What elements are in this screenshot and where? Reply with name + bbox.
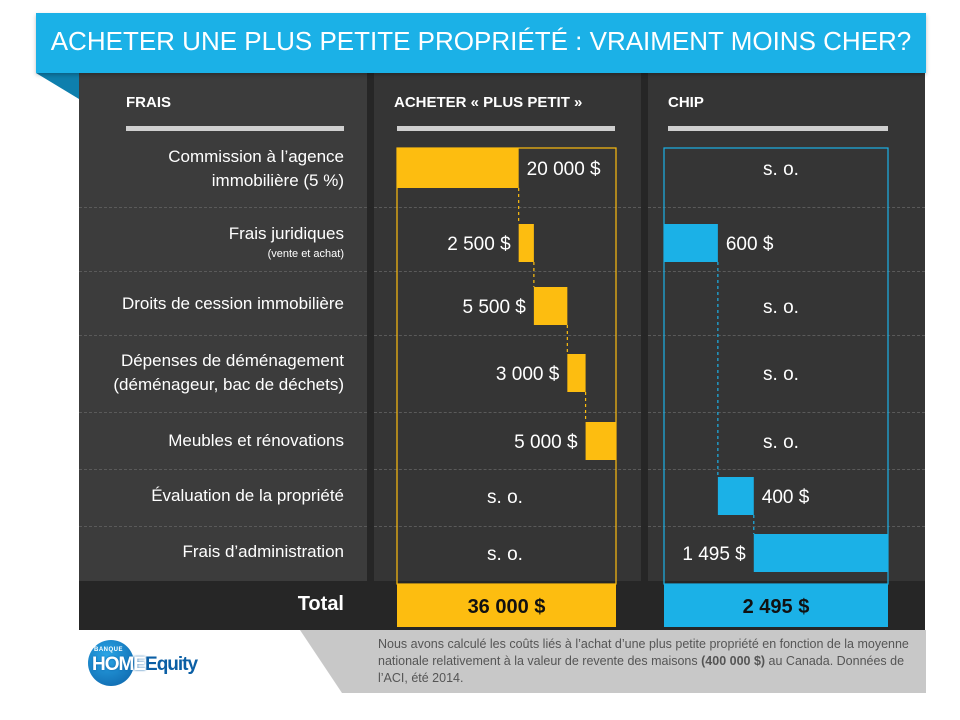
logo-brand-e-icon: E xyxy=(145,654,158,675)
footer-note-text-end: au Canada. Données de l’ACI, été 2014. xyxy=(378,654,905,685)
row-label-line: Dépenses de déménagement xyxy=(120,351,344,370)
column-separator xyxy=(367,73,374,581)
row-separator xyxy=(648,271,925,272)
row-label-line: Commission à l’agence xyxy=(168,147,344,166)
row-separator xyxy=(374,207,641,208)
na-label: s. o. xyxy=(487,544,523,565)
bar xyxy=(664,224,718,262)
row-label-furniture-renovations: Meubles et rénovations xyxy=(168,429,344,453)
row-label-line: Frais d’administration xyxy=(182,542,344,561)
bar xyxy=(585,422,616,460)
row-label-line: (déménageur, bac de déchets) xyxy=(113,375,344,394)
bar-value-label: 3 000 $ xyxy=(496,364,560,385)
bar xyxy=(753,534,888,572)
title-ribbon-fold xyxy=(36,73,79,99)
na-label: s. o. xyxy=(487,487,523,508)
homequity-logo: BANQUE HOMEEquity xyxy=(88,640,198,688)
bar-value-label: 20 000 $ xyxy=(527,159,601,180)
row-separator xyxy=(79,412,367,413)
row-label-admin-fees: Frais d’administration xyxy=(182,540,344,564)
row-separator xyxy=(648,526,925,527)
footer-note-bold: (400 000 $) xyxy=(701,654,766,668)
row-label-line: immobilière (5 %) xyxy=(211,171,344,190)
bar xyxy=(518,224,534,262)
logo-brand-home: HOME xyxy=(92,654,146,675)
row-separator xyxy=(79,469,367,470)
bar xyxy=(717,477,754,515)
bar-value-label: 600 $ xyxy=(726,234,774,255)
row-separator xyxy=(648,335,925,336)
total-value-label: 36 000 $ xyxy=(468,596,546,618)
row-label-agency-commission: Commission à l’agence immobilière (5 %) xyxy=(168,145,344,193)
total-value-label: 2 495 $ xyxy=(743,596,810,618)
row-label-line: Meubles et rénovations xyxy=(168,431,344,450)
row-label-property-appraisal: Évaluation de la propriété xyxy=(151,484,344,508)
header-rule xyxy=(126,126,344,131)
header-rule xyxy=(668,126,888,131)
row-separator xyxy=(374,469,641,470)
header-chip: CHIP xyxy=(668,94,704,111)
row-label-moving-expenses: Dépenses de déménagement (déménageur, ba… xyxy=(113,349,344,397)
bar xyxy=(567,354,586,392)
header-rule xyxy=(397,126,615,131)
row-label-legal-fees: Frais juridiques (vente et achat) xyxy=(229,222,344,262)
row-separator xyxy=(374,526,641,527)
logo-brand: HOMEEquity xyxy=(92,654,198,676)
chip-column-background xyxy=(648,73,925,581)
na-label: s. o. xyxy=(763,159,799,180)
row-label-subtitle: (vente et achat) xyxy=(267,248,344,260)
header-fees: FRAIS xyxy=(126,94,171,111)
row-separator xyxy=(374,335,641,336)
bar-value-label: 1 495 $ xyxy=(682,544,746,565)
row-separator xyxy=(648,412,925,413)
total-bar xyxy=(664,584,888,627)
row-separator xyxy=(648,469,925,470)
footer-note: Nous avons calculé les coûts liés à l’ac… xyxy=(378,636,918,687)
column-separator xyxy=(641,73,648,581)
total-label: Total xyxy=(297,593,344,615)
row-separator xyxy=(374,271,641,272)
row-separator xyxy=(79,335,367,336)
title-banner: ACHETER UNE PLUS PETITE PROPRIÉTÉ : VRAI… xyxy=(36,13,926,73)
na-label: s. o. xyxy=(763,297,799,318)
row-label-transfer-tax: Droits de cession immobilière xyxy=(122,292,344,316)
row-separator xyxy=(374,412,641,413)
bar-value-label: 5 000 $ xyxy=(514,432,578,453)
bar xyxy=(533,287,568,325)
page-title: ACHETER UNE PLUS PETITE PROPRIÉTÉ : VRAI… xyxy=(50,26,912,56)
bar-value-label: 2 500 $ xyxy=(447,234,511,255)
header-smaller: ACHETER « PLUS PETIT » xyxy=(394,94,583,111)
footer-note-text: Nous avons calculé les coûts liés à l’ac… xyxy=(378,637,909,668)
bar xyxy=(397,148,519,188)
row-label-line: Frais juridiques xyxy=(228,224,344,243)
row-label-line: Évaluation de la propriété xyxy=(151,486,344,505)
logo-brand-equity: quity xyxy=(156,654,198,675)
row-separator xyxy=(79,271,367,272)
bar-value-label: 400 $ xyxy=(762,487,810,508)
row-separator xyxy=(79,526,367,527)
logo-bank-text: BANQUE xyxy=(94,647,124,653)
na-label: s. o. xyxy=(763,364,799,385)
na-label: s. o. xyxy=(763,432,799,453)
bar-value-label: 5 500 $ xyxy=(462,297,526,318)
row-separator xyxy=(648,207,925,208)
row-separator xyxy=(79,207,367,208)
row-label-line: Droits de cession immobilière xyxy=(121,294,344,313)
total-bar xyxy=(397,584,616,627)
logo-circle xyxy=(88,640,134,686)
footer-note-background xyxy=(300,630,926,693)
